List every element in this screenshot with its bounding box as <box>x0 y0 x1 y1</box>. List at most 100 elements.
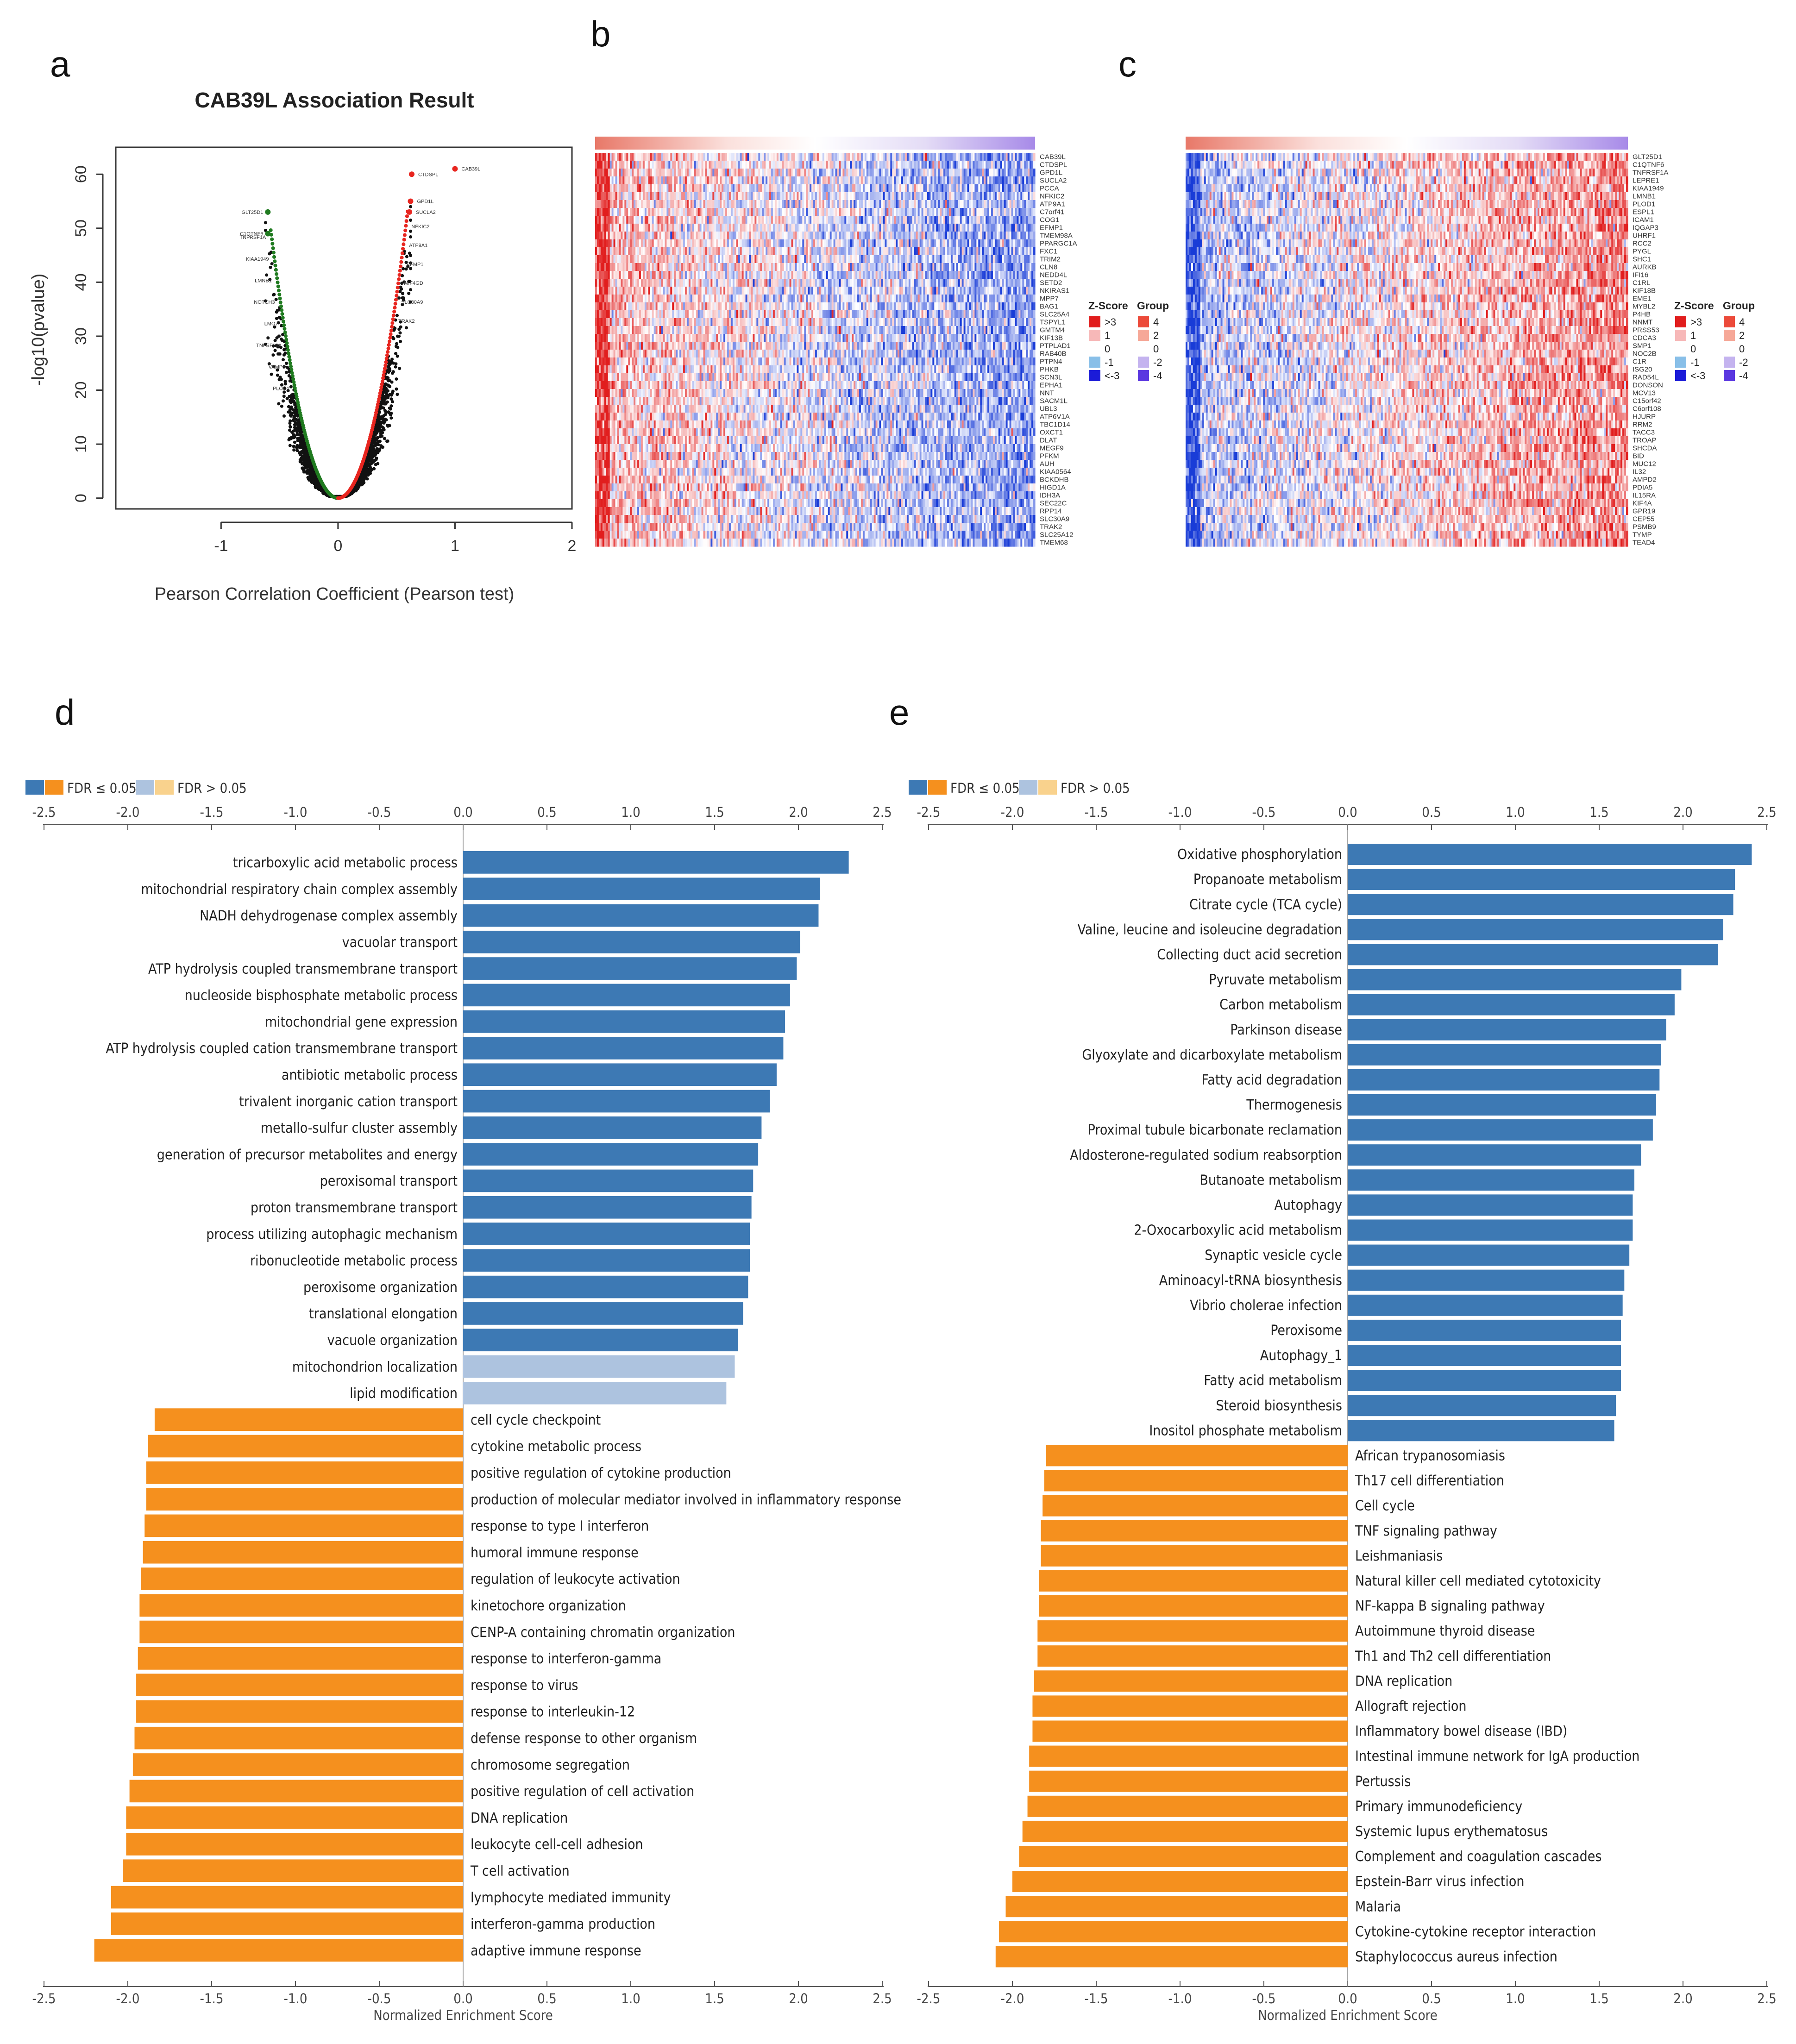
heatmap-cell <box>630 208 632 216</box>
heatmap-cell <box>773 161 775 169</box>
heatmap-cell <box>658 153 660 161</box>
heatmap-cell <box>806 192 808 201</box>
heatmap-cell <box>989 153 992 161</box>
heatmap-cell <box>987 161 990 169</box>
heatmap-cell <box>777 184 779 193</box>
heatmap-cell <box>727 200 729 208</box>
heatmap-cell <box>879 200 882 208</box>
heatmap-cell <box>714 216 716 224</box>
heatmap-cell <box>934 192 936 201</box>
heatmap-cell <box>987 153 990 161</box>
heatmap-cell <box>830 161 832 169</box>
heatmap-cell <box>747 200 750 208</box>
heatmap-cell <box>938 153 940 161</box>
heatmap-cell <box>782 200 785 208</box>
heatmap-cell <box>756 208 759 216</box>
heatmap-cell <box>903 169 905 177</box>
heatmap-cell <box>806 208 808 216</box>
heatmap-cell <box>735 208 737 216</box>
heatmap-cell <box>775 192 777 201</box>
heatmap-cell <box>958 153 961 161</box>
heatmap-cell <box>815 192 817 201</box>
heatmap-cell <box>601 224 603 232</box>
heatmap-cell <box>666 192 669 201</box>
heatmap-cell <box>1006 216 1008 224</box>
heatmap-cell <box>624 208 627 216</box>
heatmap-cell <box>828 216 830 224</box>
heatmap-cell <box>725 216 728 224</box>
heatmap-cell <box>1028 169 1030 177</box>
heatmap-cell <box>1011 176 1014 185</box>
heatmap-cell <box>762 216 764 224</box>
heatmap-cell <box>740 216 742 224</box>
heatmap-cell <box>685 200 687 208</box>
heatmap-cell <box>615 184 618 193</box>
heatmap-cell <box>823 208 825 216</box>
heatmap-cell <box>912 216 915 224</box>
heatmap-cell <box>810 161 812 169</box>
heatmap-cell <box>800 176 803 185</box>
heatmap-cell <box>775 200 777 208</box>
heatmap-cell <box>731 224 733 232</box>
heatmap-cell <box>837 153 840 161</box>
heatmap-cell <box>738 208 741 216</box>
heatmap-cell <box>810 208 812 216</box>
heatmap-cell <box>747 169 750 177</box>
heatmap-cell <box>1006 176 1008 185</box>
heatmap-cell <box>865 153 867 161</box>
heatmap-cell <box>951 192 953 201</box>
heatmap-cell <box>735 200 737 208</box>
heatmap-cell <box>751 192 753 201</box>
heatmap-cell <box>773 200 775 208</box>
heatmap-cell <box>632 161 634 169</box>
heatmap-cell <box>683 224 685 232</box>
heatmap-cell <box>951 216 953 224</box>
heatmap-cell <box>923 184 926 193</box>
heatmap-cell <box>648 184 651 193</box>
heatmap-cell <box>652 153 654 161</box>
heatmap-cell <box>978 192 980 201</box>
heatmap-cell <box>1028 200 1030 208</box>
heatmap-cell <box>691 153 693 161</box>
heatmap-cell <box>786 200 788 208</box>
heatmap-cell <box>661 153 664 161</box>
heatmap-cell <box>1006 184 1008 193</box>
heatmap-cell <box>622 224 625 232</box>
heatmap-cell <box>624 216 627 224</box>
heatmap-cell <box>819 208 821 216</box>
heatmap-cell <box>832 200 834 208</box>
heatmap-cell <box>709 192 711 201</box>
heatmap-cell <box>681 176 684 185</box>
heatmap-cell <box>622 161 625 169</box>
heatmap-cell <box>903 176 905 185</box>
heatmap-cell <box>899 192 902 201</box>
heatmap-cell <box>800 200 803 208</box>
heatmap-cell <box>899 216 902 224</box>
heatmap-cell <box>628 208 630 216</box>
heatmap-cell <box>1017 176 1019 185</box>
heatmap-cell <box>608 208 610 216</box>
heatmap-cell <box>656 208 658 216</box>
heatmap-cell <box>821 216 823 224</box>
heatmap-cell <box>901 200 904 208</box>
heatmap-cell <box>828 192 830 201</box>
heatmap-cell <box>905 153 907 161</box>
heatmap-cell <box>744 161 746 169</box>
heatmap-cell <box>984 176 986 185</box>
volcano-y-tick-label: 40 <box>72 274 90 291</box>
heatmap-cell <box>716 153 718 161</box>
heatmap-cell <box>967 192 970 201</box>
heatmap-cell <box>989 161 992 169</box>
heatmap-cell <box>603 224 605 232</box>
heatmap-cell <box>844 208 847 216</box>
heatmap-cell <box>865 192 867 201</box>
heatmap-cell <box>916 176 918 185</box>
heatmap-cell <box>779 161 781 169</box>
heatmap-cell <box>777 153 779 161</box>
heatmap-cell <box>652 184 654 193</box>
heatmap-cell <box>901 208 904 216</box>
heatmap-cell <box>777 208 779 216</box>
heatmap-cell <box>925 176 928 185</box>
heatmap-cell <box>648 216 651 224</box>
heatmap-cell <box>817 153 819 161</box>
